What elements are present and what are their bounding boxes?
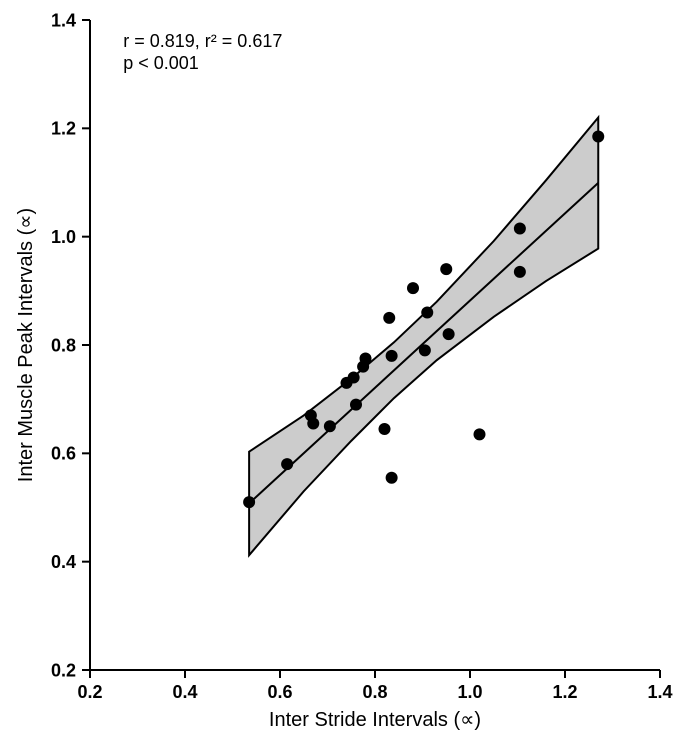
data-point	[407, 282, 419, 294]
data-point	[281, 458, 293, 470]
y-tick-label: 1.2	[51, 119, 76, 139]
data-point	[360, 353, 372, 365]
data-point	[592, 130, 604, 142]
x-tick-label: 0.4	[172, 682, 197, 702]
data-point	[350, 399, 362, 411]
y-tick-label: 1.0	[51, 227, 76, 247]
x-tick-label: 1.4	[647, 682, 672, 702]
data-point	[421, 307, 433, 319]
x-tick-label: 0.8	[362, 682, 387, 702]
regression-line	[249, 183, 598, 503]
x-tick-label: 1.0	[457, 682, 482, 702]
data-point	[474, 428, 486, 440]
data-point	[243, 496, 255, 508]
data-point	[324, 420, 336, 432]
y-tick-label: 0.4	[51, 552, 76, 572]
data-point	[383, 312, 395, 324]
y-tick-label: 0.6	[51, 444, 76, 464]
x-tick-label: 0.2	[77, 682, 102, 702]
stat-annotation-r: r = 0.819, r² = 0.617	[123, 31, 282, 51]
x-axis-title: Inter Stride Intervals (∝)	[269, 709, 481, 731]
data-point	[307, 418, 319, 430]
data-point	[514, 266, 526, 278]
data-point	[514, 223, 526, 235]
data-point	[440, 263, 452, 275]
y-tick-label: 0.8	[51, 335, 76, 355]
scatter-chart: 0.2 0.4 0.6 0.8 1.0 1.2 1.4 0.2 0.4 0.6 0.8 1.0 1.2 1…	[0, 0, 685, 744]
x-tick-label: 0.6	[267, 682, 292, 702]
data-point	[348, 372, 360, 384]
confidence-band	[249, 118, 598, 556]
y-axis-title: Inter Muscle Peak Intervals (∝)	[15, 208, 37, 482]
data-point	[379, 423, 391, 435]
y-tick-label: 0.2	[51, 660, 76, 680]
data-point	[443, 328, 455, 340]
data-point	[419, 344, 431, 356]
data-point	[386, 472, 398, 484]
stat-annotation-p: p < 0.001	[123, 53, 199, 73]
x-tick-label: 1.2	[552, 682, 577, 702]
chart-svg: 0.2 0.4 0.6 0.8 1.0 1.2 1.4 0.2 0.4 0.6 0.8 1.0 1.2 1…	[0, 0, 685, 744]
y-tick-label: 1.4	[51, 10, 76, 30]
data-point	[386, 350, 398, 362]
